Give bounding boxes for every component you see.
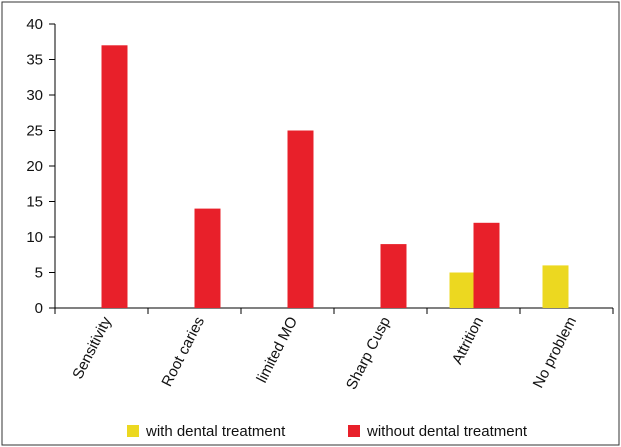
bars	[101, 45, 569, 309]
legend-label: with dental treatment	[145, 423, 286, 440]
bar-without-treatment	[101, 45, 128, 309]
y-tick-label: 40	[26, 16, 43, 33]
y-tick-label: 10	[26, 229, 43, 246]
bar-without-treatment	[287, 130, 314, 308]
category-label: No problem	[530, 314, 580, 391]
legend: with dental treatment without dental trea…	[127, 423, 528, 440]
bar-without-treatment	[380, 244, 407, 308]
bar-with-treatment	[449, 272, 476, 308]
category-label: limited MO	[253, 314, 301, 386]
y-tick-label: 30	[26, 87, 43, 104]
x-axis: Sensitivity Root caries limited MO Sharp Cu…	[54, 307, 614, 392]
bar-with-treatment	[542, 265, 569, 308]
y-axis: 0 5 10 15 20 25 30 35 40	[26, 16, 56, 317]
y-tick-label: 35	[26, 52, 43, 69]
category-label: Sensitivity	[69, 314, 115, 382]
y-tick-label: 0	[35, 300, 43, 317]
legend-label: without dental treatment	[366, 423, 528, 440]
bar-without-treatment	[194, 208, 221, 308]
y-tick-label: 15	[26, 194, 43, 211]
legend-swatch	[127, 425, 139, 437]
y-tick-label: 5	[35, 265, 43, 282]
category-label: Sharp Cusp	[343, 314, 394, 392]
bar-without-treatment	[473, 222, 500, 308]
category-label: Attrition	[449, 314, 487, 367]
y-tick-label: 20	[26, 158, 43, 175]
legend-swatch	[348, 425, 360, 437]
category-label: Root caries	[158, 314, 208, 389]
y-tick-label: 25	[26, 123, 43, 140]
